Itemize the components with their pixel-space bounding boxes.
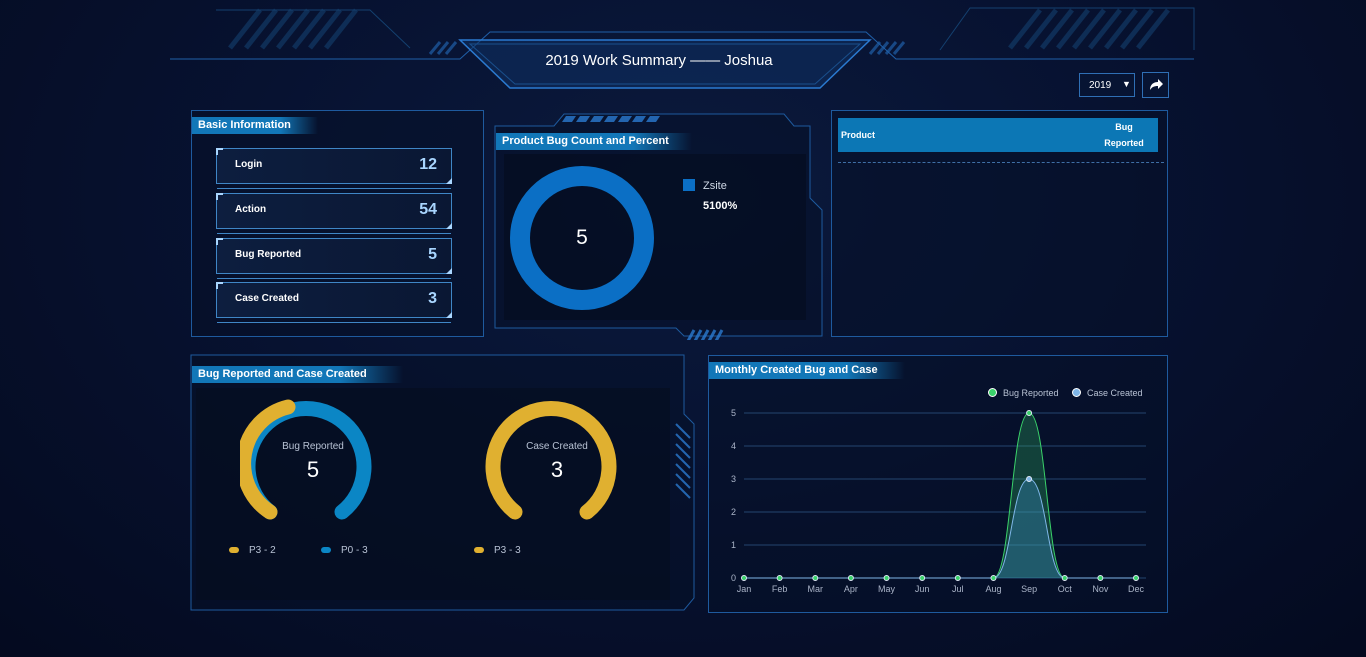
x-tick-label: Apr: [844, 584, 858, 594]
x-tick-label: Jan: [737, 584, 752, 594]
y-tick-label: 3: [731, 474, 736, 484]
x-tick-label: Nov: [1092, 584, 1109, 594]
year-select[interactable]: 2019 ▼: [1079, 73, 1135, 97]
case-legend-p3: P3 - 3: [474, 545, 521, 556]
x-tick-label: Jun: [915, 584, 930, 594]
donut-ring: [510, 166, 654, 310]
legend-label: P3 - 3: [494, 545, 521, 556]
legend-swatch: [683, 179, 695, 191]
stat-label: Action: [235, 204, 267, 215]
stat-value: 12: [419, 156, 437, 173]
stat-value: 5: [428, 246, 437, 263]
stat-bug-reported: Bug Reported 5: [216, 238, 452, 279]
y-tick-label: 1: [731, 540, 736, 550]
gauge-p3-arc: [240, 399, 296, 520]
y-tick-label: 0: [731, 573, 736, 583]
stat-case-created: Case Created 3: [216, 282, 452, 323]
series-area-1: [744, 479, 1136, 578]
monthly-panel: Monthly Created Bug and Case: [708, 355, 1168, 613]
col-bug-reported-2: Reported: [1104, 138, 1144, 148]
basic-info-panel: Basic Information Login 12 Action 54 Bug…: [191, 110, 484, 337]
data-point[interactable]: [1026, 410, 1033, 416]
x-tick-label: Dec: [1128, 584, 1145, 594]
data-point[interactable]: [1026, 476, 1033, 482]
header-frame: [170, 7, 1195, 89]
page-title: 2019 Work Summary —— Joshua: [545, 52, 773, 69]
bug-gauge: [240, 399, 372, 520]
data-point[interactable]: [1061, 575, 1068, 581]
monthly-chart: 0 1 2 3 4 5 Jan Feb Mar Apr May Jun Jul Aug Sep Oct Nov D…: [731, 408, 1146, 594]
legend-label: P0 - 3: [341, 545, 368, 556]
data-point[interactable]: [883, 575, 890, 581]
legend-percent: 5100%: [703, 200, 738, 212]
y-tick-label: 5: [731, 408, 736, 418]
legend-bug-reported: Bug Reported: [988, 388, 1059, 398]
stat-action: Action 54: [216, 193, 452, 234]
x-tick-label: Jul: [952, 584, 964, 594]
table-divider: [838, 162, 1164, 163]
x-tick-label: Aug: [985, 584, 1001, 594]
share-button[interactable]: [1142, 72, 1169, 98]
donut-center-value: 5: [576, 226, 588, 249]
col-bug-reported-1: Bug: [1115, 122, 1133, 132]
stat-login: Login 12: [216, 148, 452, 189]
case-gauge: [485, 401, 617, 520]
x-tick-label: Mar: [808, 584, 824, 594]
col-product: Product: [841, 130, 876, 140]
product-bug-title: Product Bug Count and Percent: [496, 133, 692, 150]
stat-value: 3: [428, 290, 437, 307]
data-point[interactable]: [1133, 575, 1139, 581]
table-header: Product Bug Reported: [838, 118, 1158, 152]
bug-gauge-label: Bug Reported: [282, 441, 344, 452]
legend-label: Bug Reported: [1003, 388, 1059, 398]
stat-label: Case Created: [235, 293, 299, 304]
y-tick-label: 2: [731, 507, 736, 517]
case-gauge-label: Case Created: [526, 441, 588, 452]
share-icon: [1150, 79, 1163, 90]
data-point[interactable]: [776, 575, 783, 581]
stat-value: 54: [419, 201, 437, 218]
data-point[interactable]: [847, 575, 854, 581]
x-tick-label: Feb: [772, 584, 788, 594]
data-point[interactable]: [741, 575, 747, 581]
year-select-value: 2019: [1089, 80, 1112, 91]
case-gauge-value: 3: [550, 457, 564, 482]
stat-label: Bug Reported: [235, 249, 302, 260]
legend-name: Zsite: [703, 180, 727, 192]
bug-legend-p3: P3 - 2: [229, 545, 276, 556]
bug-legend-p0: P0 - 3: [321, 545, 368, 556]
product-table-panel: Product Bug Reported: [831, 110, 1168, 337]
x-tick-label: Sep: [1021, 584, 1037, 594]
product-bug-donut: [510, 166, 654, 310]
series-line-0: [744, 412, 1136, 579]
y-tick-label: 4: [731, 441, 736, 451]
x-tick-label: May: [878, 584, 896, 594]
x-tick-label: Oct: [1058, 584, 1073, 594]
data-point[interactable]: [919, 575, 926, 581]
gauge-p3-arc: [485, 401, 617, 520]
basic-info-title: Basic Information: [192, 117, 318, 134]
series-line-1: [744, 478, 1136, 579]
data-point[interactable]: [1097, 575, 1104, 581]
data-point[interactable]: [990, 575, 997, 581]
legend-case-created: Case Created: [1072, 388, 1143, 398]
legend-label: Case Created: [1087, 388, 1143, 398]
bug-case-title: Bug Reported and Case Created: [192, 366, 403, 383]
bug-gauge-value: 5: [306, 457, 320, 482]
chevron-down-icon: ▼: [1122, 79, 1131, 89]
data-point[interactable]: [812, 575, 819, 581]
series-area-0: [744, 413, 1136, 578]
stat-label: Login: [235, 159, 263, 170]
legend-label: P3 - 2: [249, 545, 276, 556]
monthly-title: Monthly Created Bug and Case: [709, 362, 905, 379]
data-point[interactable]: [954, 575, 961, 581]
